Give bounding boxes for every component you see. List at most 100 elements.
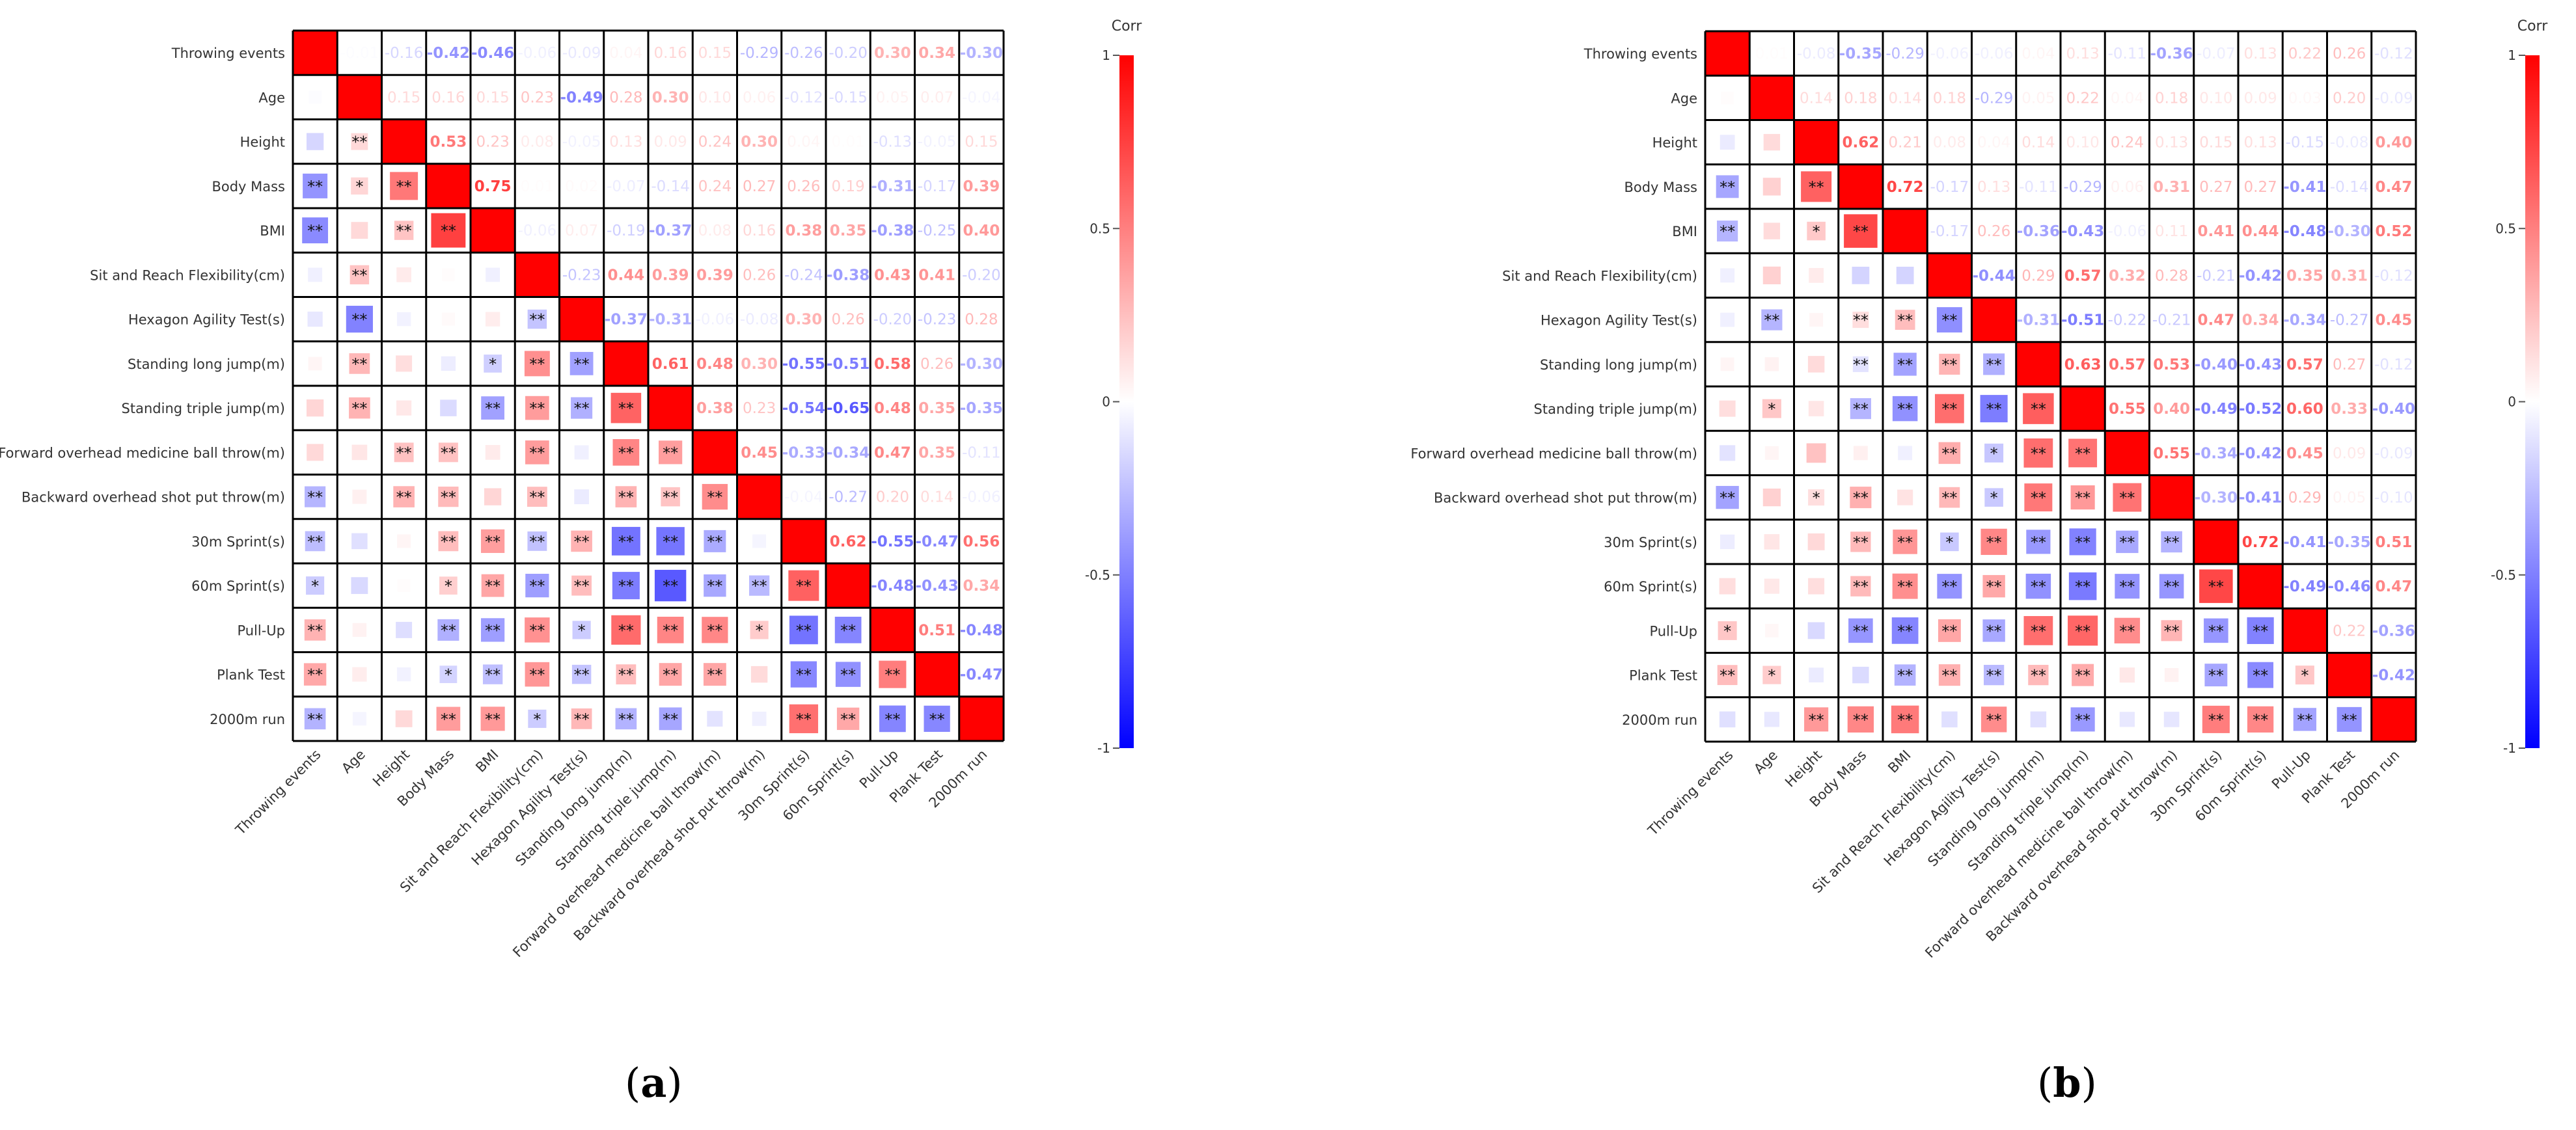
panel-a-significance-mark: **	[351, 399, 367, 418]
panel-a-corr-square	[396, 667, 411, 682]
panel-b-corr-value: 0.51	[2376, 534, 2413, 551]
panel-b-row-label: Body Mass	[1624, 180, 1697, 195]
panel-b-corr-value: 0.41	[2198, 223, 2235, 240]
panel-b-significance-mark: **	[2075, 489, 2090, 507]
panel-a-significance-mark: *	[533, 710, 541, 729]
panel-a-significance-mark: **	[307, 666, 323, 684]
panel-b-significance-mark: **	[2031, 667, 2046, 685]
panel-b-corr-square	[2163, 712, 2180, 727]
panel-b-significance-mark: **	[1897, 356, 1913, 374]
panel-a-corr-square	[482, 664, 503, 684]
panel-b-corr-value: 0.47	[2376, 578, 2413, 595]
panel-b-corr-square	[2030, 711, 2047, 728]
panel-b-corr-square	[1891, 617, 1919, 644]
panel-b-corr-square	[1807, 622, 1825, 639]
panel-b-corr-value: 0.04	[1977, 135, 2010, 152]
panel-b-corr-value: 0.57	[2109, 356, 2146, 373]
panel-b-corr-value: -0.21	[2197, 267, 2236, 284]
panel-b-corr-value: 0.15	[2199, 135, 2232, 152]
panel-a-corr-value: 0.62	[830, 533, 867, 550]
panel-b-corr-square	[1896, 266, 1914, 284]
panel-a-significance-mark: *	[489, 355, 497, 373]
panel-a-corr-square	[616, 664, 637, 685]
panel-a-significance-mark: **	[618, 489, 634, 507]
panel-b-column-label: Forward overhead medicine ball throw(m)	[1922, 747, 2136, 962]
panel-b-corr-value: -0.29	[1885, 46, 1925, 62]
panel-b-corr-value: 0.13	[1977, 179, 2010, 196]
panel-a-significance-mark: **	[840, 666, 856, 684]
panel-b-corr-value: -0.31	[2017, 312, 2060, 329]
panel-b-corr-square	[1852, 266, 1870, 284]
panel-b-corr-square	[2114, 617, 2141, 644]
panel-b-significance-mark: **	[1853, 622, 1869, 640]
panel-a-diagonal-cell	[959, 696, 1004, 741]
panel-b-significance-mark: **	[1853, 533, 1869, 552]
panel-b-corr-square	[1847, 706, 1874, 733]
panel-a-significance-mark: **	[396, 222, 412, 240]
panel-a-corr-value: -0.27	[829, 489, 868, 506]
panel-b-corr-value: 0.10	[2199, 90, 2232, 107]
panel-a-corr-square	[485, 445, 500, 460]
panel-a-corr-value: -0.01	[340, 45, 379, 62]
panel-a-colorbar	[1119, 55, 1134, 748]
panel-b-corr-square	[2295, 666, 2314, 685]
panel-b-significance-mark: **	[1941, 356, 1957, 374]
panel-a-significance-mark: **	[351, 133, 367, 152]
panel-b-corr-square	[1809, 268, 1824, 283]
panel-a-corr-value: 0.48	[874, 400, 911, 417]
panel-a-corr-value: -0.23	[562, 267, 601, 284]
panel-a-corr-square	[654, 569, 687, 602]
panel-b-corr-value: -0.51	[2061, 312, 2104, 329]
panel-b-corr-value: 0.32	[2109, 267, 2146, 284]
panel-b-significance-mark: **	[1897, 312, 1913, 330]
panel-a-row-label: Standing long jump(m)	[128, 356, 285, 372]
panel-a-corr-square	[752, 711, 767, 726]
panel-b-corr-square	[2247, 662, 2274, 688]
panel-b-corr-value: 0.47	[2376, 179, 2413, 196]
panel-a-corr-value: -0.29	[740, 45, 779, 62]
panel-b-corr-square	[1765, 624, 1779, 638]
panel-a-diagonal-cell	[870, 608, 915, 652]
panel-b-corr-square	[1984, 488, 2003, 507]
panel-a-row-label: Height	[240, 135, 285, 150]
panel-a-corr-square	[352, 623, 367, 638]
panel-a-significance-mark: **	[663, 444, 678, 462]
panel-b-corr-square	[1801, 171, 1832, 202]
panel-b-corr-square	[1939, 353, 1960, 375]
panel-b-significance-mark: **	[1853, 356, 1869, 374]
panel-b-significance-mark: **	[1986, 533, 2002, 552]
panel-a-significance-mark: *	[445, 666, 452, 684]
panel-a-significance-mark: **	[884, 710, 900, 729]
panel-a-row-label: Throwing events	[171, 46, 285, 61]
panel-a-significance-mark: **	[307, 222, 323, 240]
panel-a-significance-mark: **	[351, 355, 367, 373]
panel-b-corr-square	[2028, 664, 2049, 686]
panel-a-corr-square	[659, 707, 682, 731]
panel-a-row-label: BMI	[260, 223, 285, 239]
panel-a-corr-square	[750, 621, 769, 639]
panel-a-significance-mark: *	[311, 577, 319, 595]
panel-a-corr-value: -0.38	[827, 267, 870, 284]
panel-a-significance-mark: **	[485, 710, 500, 729]
panel-a-corr-square	[612, 572, 640, 600]
panel-a-significance-mark: **	[796, 710, 812, 729]
panel-b-corr-square	[1893, 353, 1917, 376]
panel-b-corr-value: -0.06	[1975, 46, 2014, 62]
panel-b-corr-value: -0.12	[2374, 356, 2413, 373]
panel-a-corr-value: 0.04	[609, 45, 642, 62]
panel-a-corr-square	[835, 662, 861, 687]
panel-a-corr-value: -0.37	[605, 312, 648, 329]
panel-b-diagonal-cell	[2061, 386, 2105, 431]
panel-b-diagonal-cell	[2105, 431, 2150, 476]
panel-a-corr-square	[571, 575, 592, 596]
panel-b-significance-mark: **	[2031, 400, 2046, 418]
panel-b-corr-square	[2068, 572, 2097, 600]
panel-b-corr-square	[1939, 487, 1960, 508]
panel-b-significance-mark: **	[1941, 312, 1957, 330]
panel-a-corr-square	[308, 356, 322, 371]
panel-a-corr-square	[525, 440, 549, 464]
panel-b-corr-value: 0.13	[2244, 46, 2277, 62]
panel-b-corr-value: 0.29	[2021, 267, 2055, 284]
panel-b-corr-value: -0.17	[1930, 223, 1969, 240]
panel-b-corr-square	[1764, 534, 1780, 550]
